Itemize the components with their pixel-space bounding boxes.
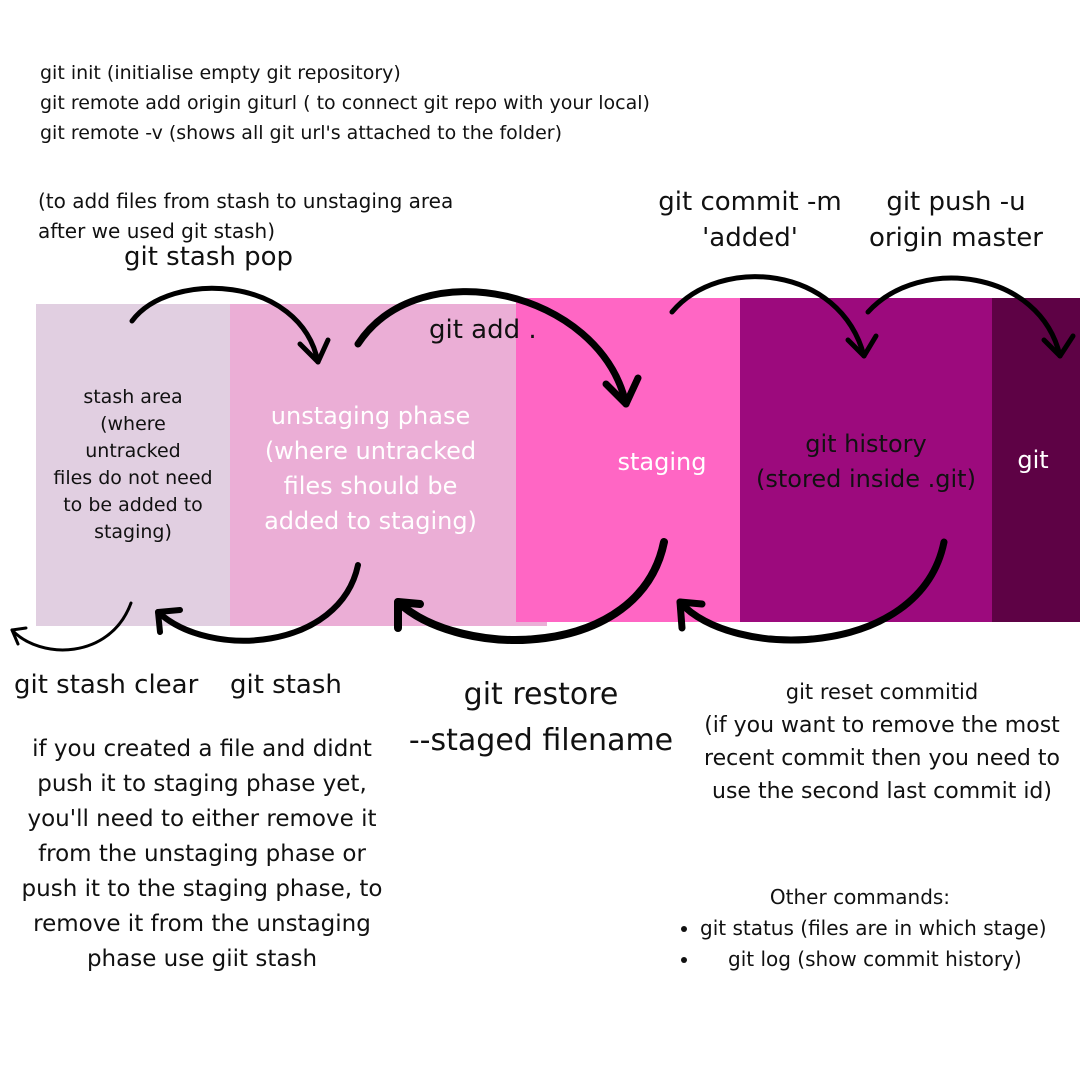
git-stash-clear-label: git stash clear (14, 670, 199, 700)
git-history-line-1: git history (805, 430, 927, 458)
stash-clear-arrow-head (10, 626, 28, 646)
stash-area-line-3: untracked (85, 440, 181, 462)
intro-commands: git init (initialise empty git repositor… (40, 58, 650, 148)
git-restore-line-2: --staged filename (408, 723, 674, 758)
stash-area-text: stash area (where untracked files do not… (53, 384, 212, 546)
stash-area-line-4: files do not need (53, 467, 213, 489)
git-push-line-1: git push -u (886, 187, 1026, 217)
staging-text: staging (617, 448, 707, 476)
other-commands-title: Other commands: (769, 885, 951, 909)
stash-area-line-1: stash area (83, 386, 183, 408)
stash-area-line-2: (where (100, 413, 166, 435)
git-restore-label: git restore --staged filename (400, 672, 682, 764)
git-init-text: git init (initialise empty git repositor… (40, 62, 401, 84)
stash-area-line-6: staging) (94, 521, 172, 543)
unstaging-zone: unstaging phase (where untracked files s… (230, 304, 547, 626)
git-log-item: git log (show commit history) (700, 944, 1060, 975)
staging-zone: staging (516, 298, 742, 622)
git-commit-line-2: 'added' (702, 223, 798, 253)
git-restore-line-1: git restore (463, 677, 619, 712)
git-history-zone: git history (stored inside .git) (740, 298, 992, 622)
stash-area-line-5: to be added to (63, 494, 203, 516)
unstaging-line-2: (where untracked (264, 437, 477, 465)
unstaging-line-3: files should be (283, 472, 458, 500)
git-push-label: git push -u origin master (856, 184, 1056, 256)
stash-note-line-1: if you created a file and didnt (32, 736, 372, 762)
git-status-item: git status (files are in which stage) (700, 913, 1060, 944)
other-commands-list: git status (files are in which stage) gi… (660, 913, 1060, 975)
stash-note-line-6: remove it from the unstaging (33, 911, 371, 937)
stash-note-line-7: phase use giit stash (86, 946, 318, 972)
stash-note-line-4: from the unstaging phase or (38, 841, 366, 867)
git-remote-add-text: git remote add origin giturl ( to connec… (40, 92, 650, 114)
git-push-line-2: origin master (869, 223, 1043, 253)
git-history-line-2: (stored inside .git) (756, 465, 976, 493)
git-zone: git (992, 298, 1080, 622)
other-commands: Other commands: git status (files are in… (660, 882, 1060, 975)
unstaging-text: unstaging phase (where untracked files s… (264, 399, 477, 539)
git-reset-label: git reset commitid (if you want to remov… (696, 676, 1068, 808)
git-stash-label: git stash (230, 670, 342, 700)
git-stash-pop-label: git stash pop (124, 242, 294, 272)
git-reset-note-line-3: use the second last commit id) (712, 779, 1052, 804)
git-add-label: git add . (429, 315, 537, 345)
stash-pop-note: (to add files from stash to unstaging ar… (38, 186, 453, 246)
stash-pop-note-line-2: after we used git stash) (38, 219, 276, 243)
stash-explanation: if you created a file and didnt push it … (10, 732, 394, 977)
git-reset-command: git reset commitid (785, 680, 979, 704)
unstaging-line-1: unstaging phase (270, 402, 471, 430)
git-text: git (1017, 446, 1049, 474)
git-commit-line-1: git commit -m (658, 187, 842, 217)
stash-area-zone: stash area (where untracked files do not… (36, 304, 230, 626)
stash-note-line-2: push it to staging phase yet, (37, 771, 367, 797)
stash-note-line-5: push it to the staging phase, to (21, 876, 383, 902)
unstaging-line-4: added to staging) (264, 507, 477, 535)
git-commit-label: git commit -m 'added' (640, 184, 860, 256)
stash-pop-note-line-1: (to add files from stash to unstaging ar… (38, 189, 454, 213)
git-reset-note-line-2: recent commit then you need to (704, 746, 1060, 771)
stash-note-line-3: you'll need to either remove it (27, 806, 377, 832)
git-remote-v-text: git remote -v (shows all git url's attac… (40, 122, 563, 144)
git-reset-note-line-1: (if you want to remove the most (704, 713, 1060, 738)
git-history-text: git history (stored inside .git) (756, 427, 976, 497)
